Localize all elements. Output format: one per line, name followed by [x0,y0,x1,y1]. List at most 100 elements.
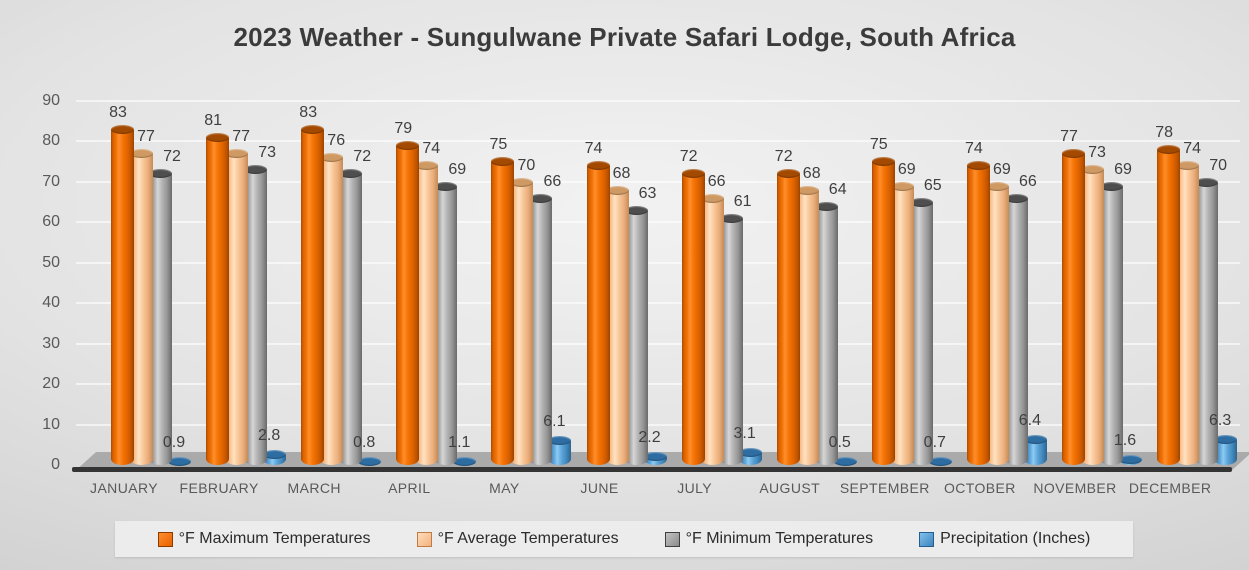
bar-january-min [149,169,172,465]
y-axis-tick: 70 [42,172,60,190]
data-label-december-avg: 74 [1183,140,1201,158]
legend-label-precip: Precipitation (Inches) [940,530,1091,547]
x-axis-label-july: JULY [677,480,712,496]
data-label-november-min: 69 [1114,160,1132,178]
data-label-july-precip: 3.1 [733,425,756,443]
y-axis-tick: 50 [42,253,60,271]
data-label-october-max: 74 [964,140,983,158]
bar-cap-july-min [719,213,743,223]
bar-december-min [1195,177,1219,465]
bar-cap-october-max [966,161,990,171]
bar-cap-june-max [586,161,610,171]
bar-cap-january-avg [130,149,153,159]
bar-cap-april-min [434,181,458,191]
bar-february-min [244,165,268,465]
bar-may-avg [510,177,534,465]
data-label-march-avg: 76 [327,132,346,150]
bar-november-max [1062,149,1085,465]
legend-item-max: °F Maximum Temperatures [157,530,371,548]
bar-april-min [434,181,458,465]
data-label-june-max: 74 [584,140,603,158]
bar-may-precip [548,436,572,465]
bar-cap-july-precip [738,448,762,458]
data-label-august-min: 64 [828,180,847,198]
y-axis-tick: 0 [51,456,60,473]
bar-cap-june-precip [643,452,667,462]
data-label-september-min: 65 [923,176,942,194]
bar-november-precip [1119,454,1142,465]
data-label-september-avg: 69 [897,160,916,178]
x-axis-label-april: APRIL [388,480,431,496]
data-label-january-avg: 77 [137,128,155,146]
data-label-october-avg: 69 [992,160,1011,178]
x-axis-label-august: AUGUST [759,480,821,496]
y-axis-tick: 80 [42,132,60,149]
gridline [76,261,1240,264]
bar-cap-july-avg [700,193,724,203]
bar-july-avg [700,193,724,465]
chart-legend: °F Maximum Temperatures °F Average Temper… [115,521,1133,557]
bar-cap-december-precip [1214,435,1238,445]
data-label-may-min: 66 [543,172,562,190]
x-axis-label-october: OCTOBER [944,480,1016,496]
x-axis-label-june: JUNE [580,480,619,496]
bar-cap-august-precip [833,457,857,466]
bar-december-precip [1214,435,1238,465]
data-label-may-avg: 70 [517,156,536,174]
legend-item-avg: °F Average Temperatures [416,530,619,548]
x-axis-baseline [72,467,1232,472]
legend-swatch-avg-icon [416,531,432,547]
gridline [76,383,1240,385]
bar-cap-march-avg [320,153,344,163]
bar-october-min [1004,193,1028,465]
data-label-may-precip: 6.1 [543,413,566,431]
data-label-september-max: 75 [869,136,888,154]
bar-cap-november-min [1100,181,1123,191]
data-label-april-max: 79 [394,120,413,138]
bar-october-precip [1023,435,1047,465]
bar-cap-march-max [301,124,325,134]
data-label-december-min: 70 [1209,156,1227,174]
bar-cap-june-avg [605,185,629,195]
bar-june-avg [605,185,629,465]
bar-september-avg [890,181,914,465]
bar-november-min [1100,181,1123,465]
bar-september-min [909,197,933,465]
legend-item-precip: Precipitation (Inches) [919,530,1090,548]
bar-april-precip [453,456,477,466]
y-axis-tick: 90 [42,91,60,109]
y-axis-tick: 10 [42,415,60,433]
data-label-december-max: 78 [1155,124,1173,142]
bar-august-avg [795,185,819,465]
data-label-april-avg: 74 [422,140,441,158]
gridline [76,342,1240,345]
bar-cap-august-avg [795,185,819,195]
bar-cap-may-max [491,157,515,167]
legend-label-max: °F Maximum Temperatures [178,530,371,547]
x-axis-label-december: DECEMBER [1128,480,1212,496]
bar-cap-february-avg [225,149,249,159]
x-axis-label-february: FEBRUARY [179,480,259,496]
x-axis-label-january: JANUARY [90,480,158,496]
bar-march-min [339,169,363,465]
bar-cap-june-min [624,205,648,215]
bar-cap-january-precip [168,457,191,466]
bar-cap-october-min [1004,193,1028,203]
data-label-june-precip: 2.2 [638,429,661,447]
data-label-february-min: 73 [258,144,276,162]
bar-cap-may-min [529,193,553,203]
data-label-march-precip: 0.8 [353,434,376,451]
data-label-january-precip: 0.9 [162,434,186,451]
data-label-october-precip: 6.4 [1018,412,1042,430]
legend-swatch-max-icon [157,531,173,547]
bar-february-precip [263,449,287,465]
gridline [76,423,1240,426]
bar-april-avg [415,161,439,465]
gridline [76,180,1240,183]
bar-march-precip [358,457,382,466]
bar-june-precip [643,452,667,465]
bar-july-precip [738,448,762,465]
legend-swatch-min-icon [664,531,680,547]
data-label-july-avg: 66 [707,172,726,190]
data-label-september-precip: 0.7 [923,434,946,451]
